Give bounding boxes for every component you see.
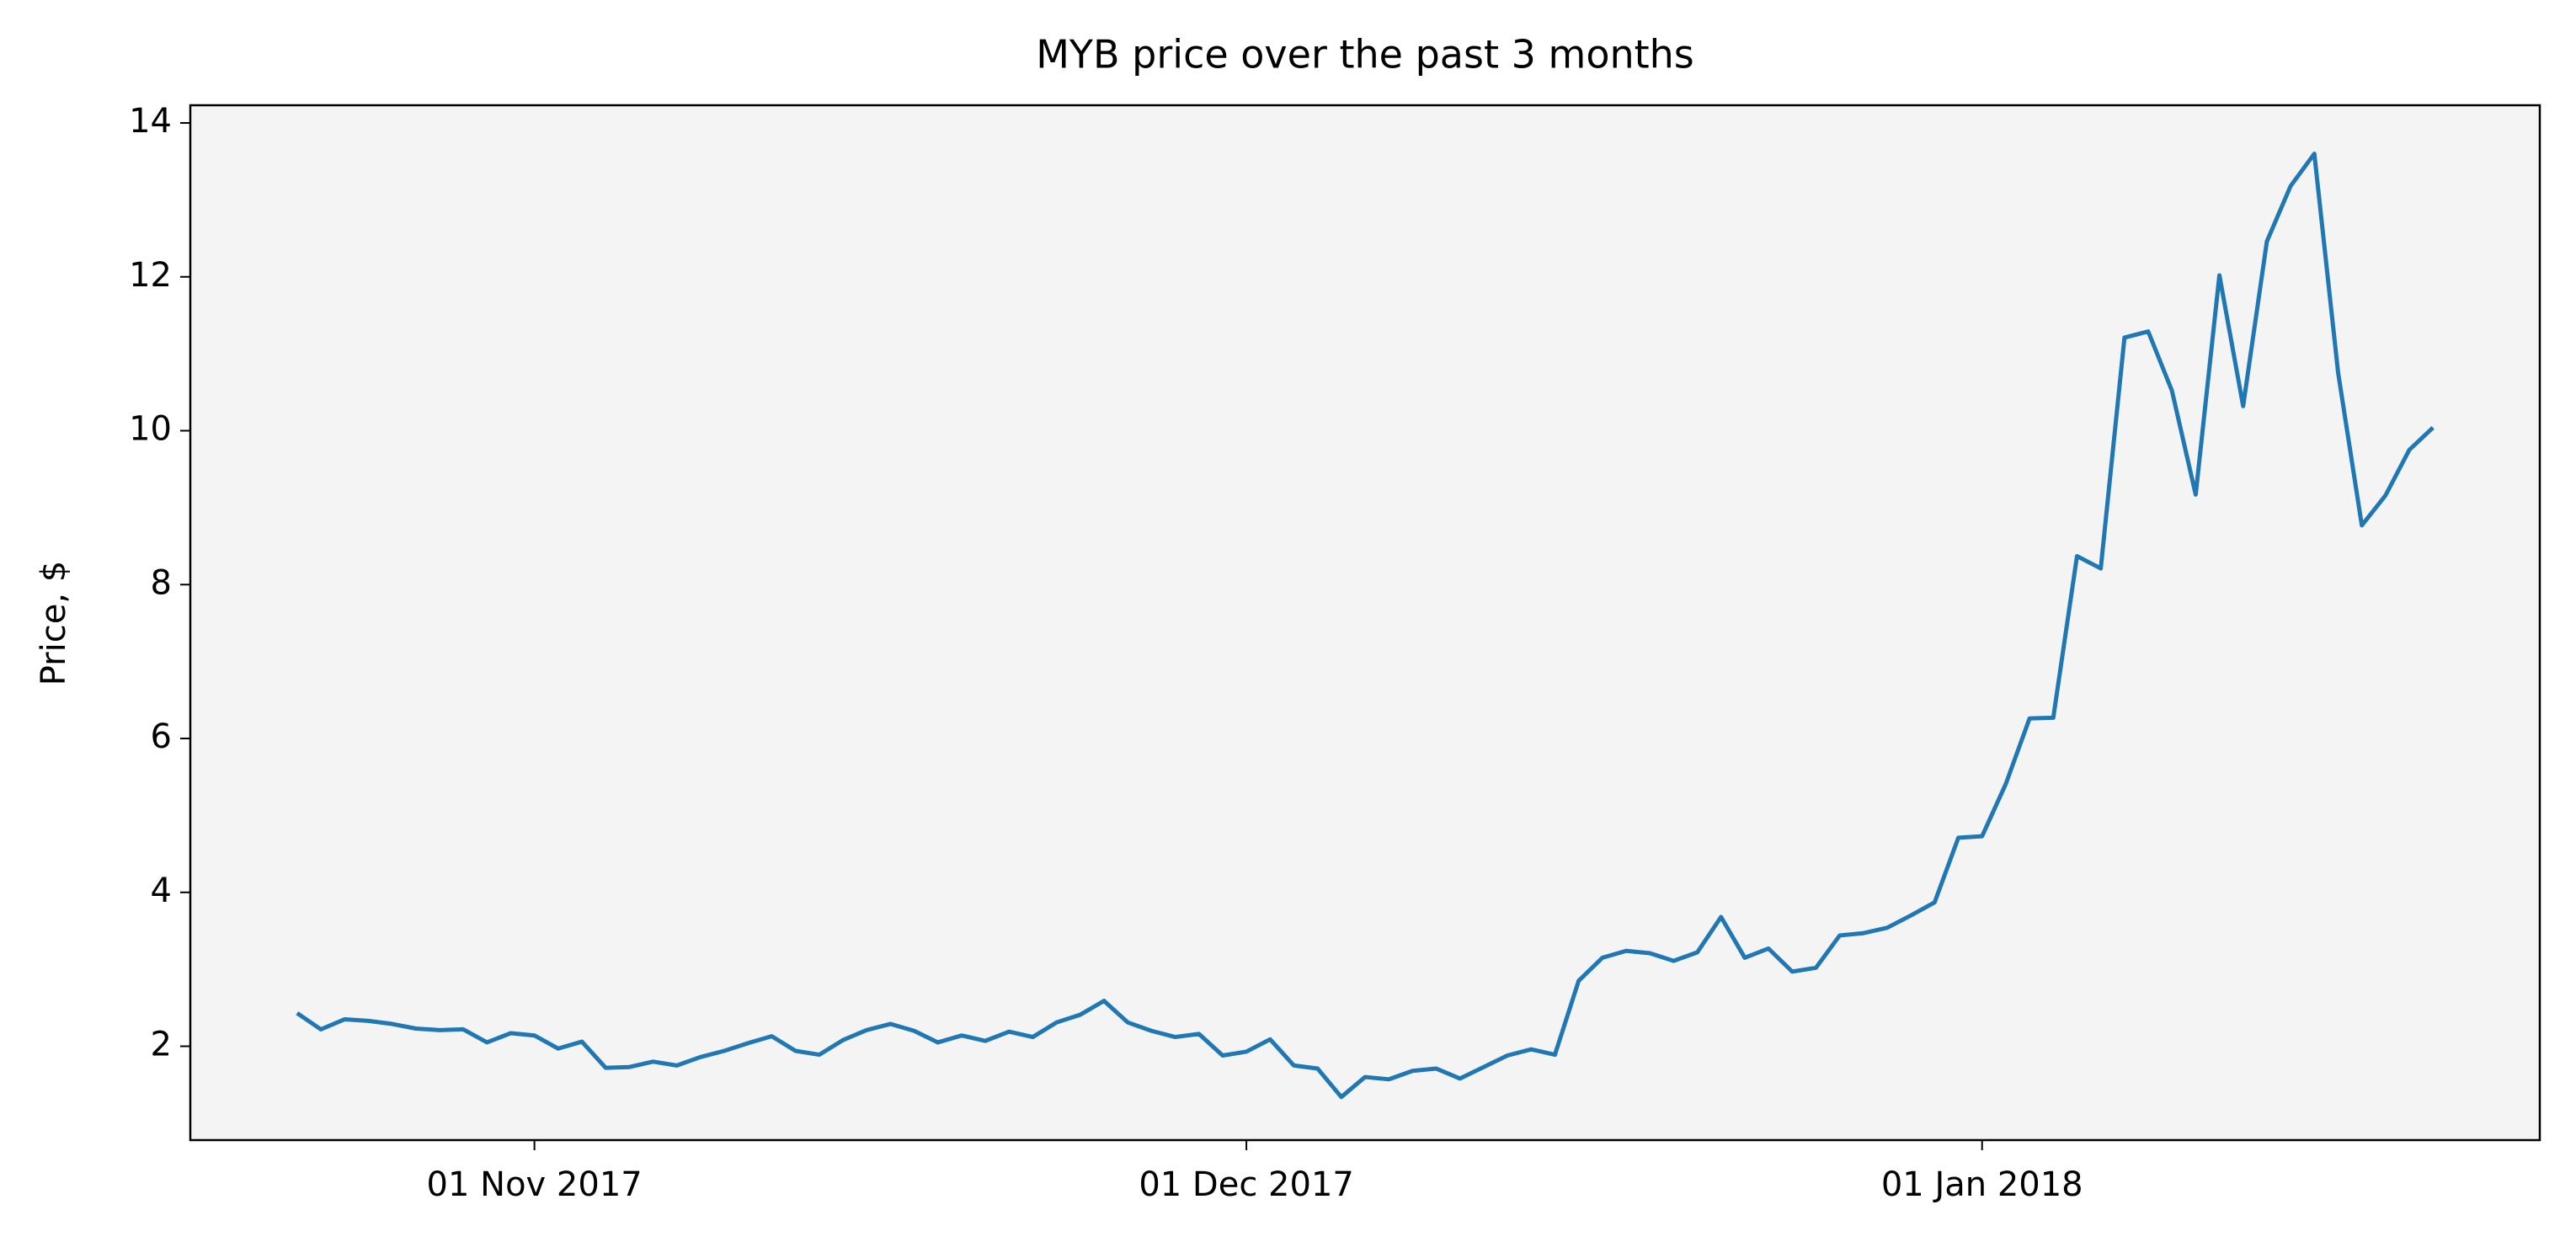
y-tick-label: 4	[151, 872, 172, 910]
y-tick-label: 2	[151, 1026, 172, 1064]
y-tick-label: 6	[151, 717, 172, 756]
y-tick-label: 10	[129, 410, 172, 449]
price-line	[296, 152, 2435, 1100]
chart-title: MYB price over the past 3 months	[1036, 32, 1694, 77]
y-tick-label: 14	[129, 102, 172, 141]
plot-frame	[189, 104, 2541, 1142]
y-tick-label: 12	[129, 256, 172, 295]
x-tick-label: 01 Jan 2018	[1881, 1165, 2083, 1204]
x-tick-label: 01 Dec 2017	[1139, 1165, 1354, 1204]
y-tick-label: 8	[151, 563, 172, 602]
x-tick-label: 01 Nov 2017	[427, 1165, 643, 1204]
plot-background	[190, 105, 2540, 1140]
y-axis-label: Price, $	[35, 561, 73, 685]
